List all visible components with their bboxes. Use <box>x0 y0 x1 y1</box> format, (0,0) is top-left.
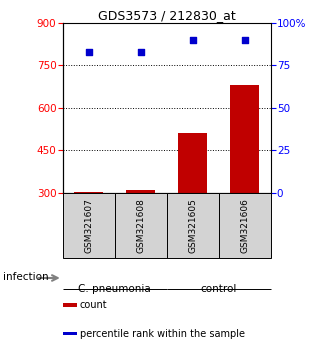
Point <box>138 49 143 55</box>
Bar <box>115 193 167 258</box>
Text: control: control <box>200 284 237 293</box>
Text: GSM321608: GSM321608 <box>136 198 145 253</box>
Point <box>242 37 247 43</box>
Point <box>86 49 91 55</box>
Text: GSM321605: GSM321605 <box>188 198 197 253</box>
Bar <box>126 189 155 193</box>
Title: GDS3573 / 212830_at: GDS3573 / 212830_at <box>98 9 236 22</box>
Text: GSM321607: GSM321607 <box>84 198 93 253</box>
Point <box>190 37 195 43</box>
Text: infection: infection <box>3 272 49 282</box>
Bar <box>230 85 259 193</box>
Bar <box>218 193 271 258</box>
Bar <box>74 192 103 193</box>
Text: GSM321606: GSM321606 <box>240 198 249 253</box>
Text: percentile rank within the sample: percentile rank within the sample <box>80 329 245 338</box>
Bar <box>63 332 77 336</box>
Bar <box>63 303 77 307</box>
Bar <box>63 193 115 258</box>
Bar <box>178 133 207 193</box>
Bar <box>167 193 218 258</box>
Text: C. pneumonia: C. pneumonia <box>78 284 151 293</box>
Text: count: count <box>80 300 107 310</box>
